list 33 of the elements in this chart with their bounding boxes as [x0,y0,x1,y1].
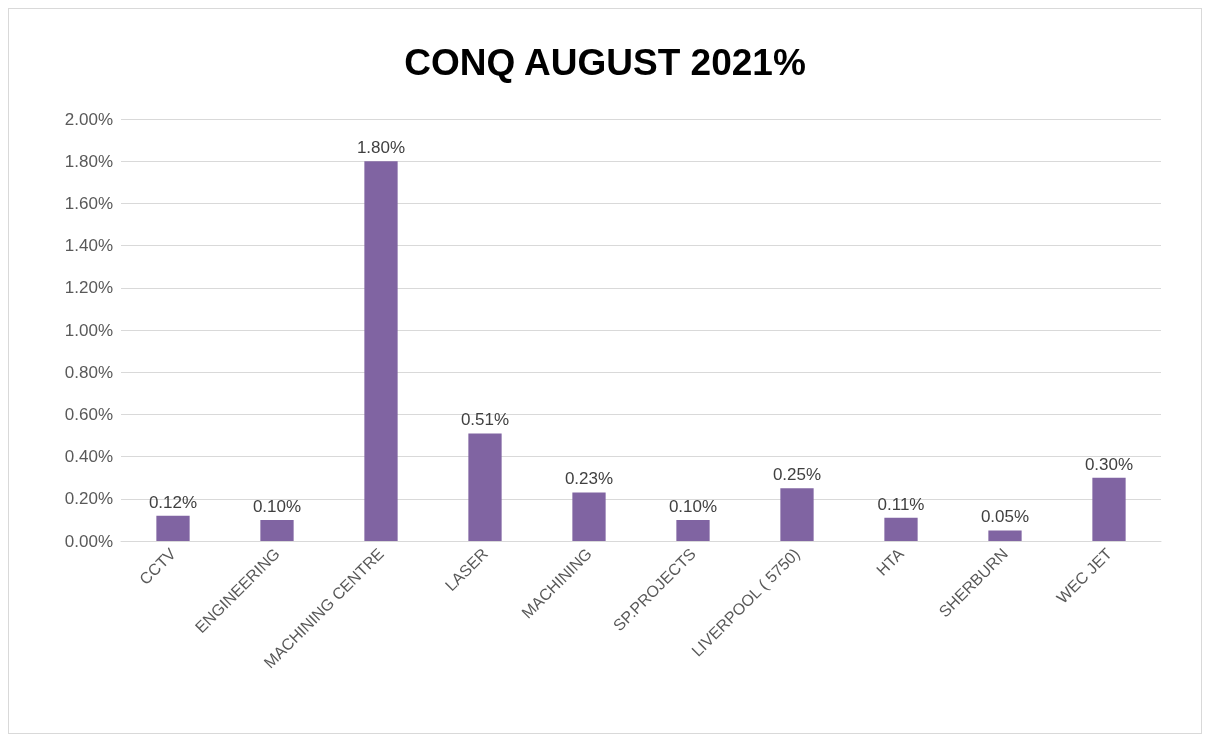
bar [780,488,814,541]
y-tick-label: 0.60% [64,404,113,424]
bar [260,519,294,541]
data-label: 0.05% [980,507,1030,527]
y-tick-label: 0.80% [64,362,113,382]
data-label: 0.23% [564,469,614,489]
data-label: 0.10% [668,496,718,516]
bar [988,530,1022,541]
y-tick-label: 1.60% [64,193,113,213]
bar [1092,477,1126,541]
y-tick-label: 2.00% [64,109,113,129]
x-tick-label: HTA [873,544,908,579]
data-label: 1.80% [356,138,406,158]
y-tick-label: 1.00% [64,320,113,340]
data-label: 0.30% [1084,454,1134,474]
bar [468,433,502,541]
y-tick-label: 1.20% [64,278,113,298]
data-label: 0.12% [148,492,198,512]
data-label: 0.11% [877,494,925,514]
y-tick-label: 0.00% [64,531,113,551]
bar [572,492,606,541]
bar [884,517,918,541]
bar [364,161,398,541]
bar [676,519,710,541]
y-tick-label: 1.40% [64,236,113,256]
data-label: 0.25% [772,465,822,485]
chart-title: CONQ AUGUST 2021% [404,42,806,83]
y-tick-label: 0.20% [64,489,113,509]
bar [156,515,190,541]
data-label: 0.10% [252,496,302,516]
data-label: 0.51% [460,410,510,430]
y-tick-label: 1.80% [64,151,113,171]
y-tick-label: 0.40% [64,447,113,467]
